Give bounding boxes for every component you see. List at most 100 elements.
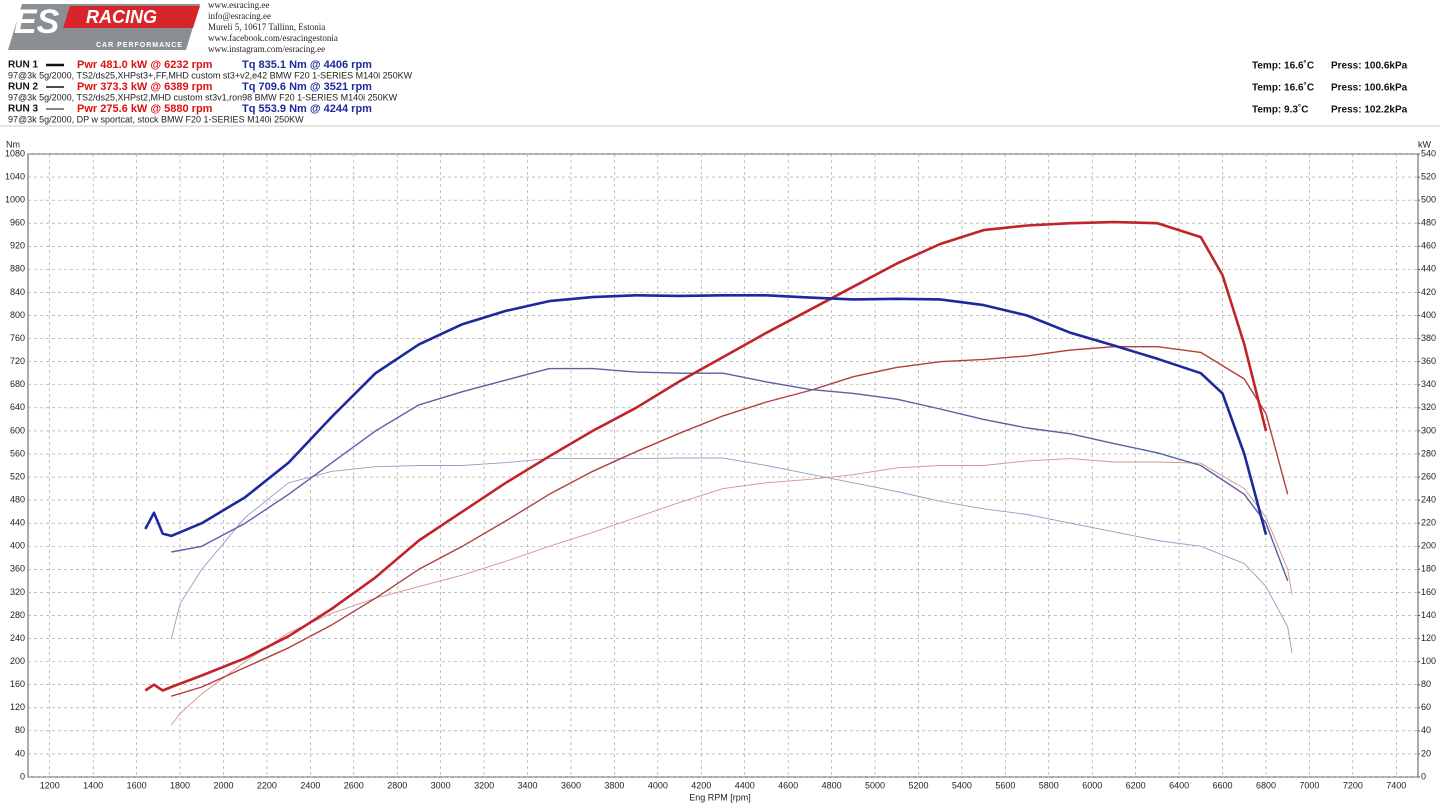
plot-area [27,153,1419,778]
power-line [170,458,1293,726]
press: Press: 102.2kPa [1331,105,1408,116]
y-tick-label: 1040 [5,171,25,181]
y-tick-label: 400 [10,541,25,551]
torque-peak: Tq 835.1 Nm @ 4406 rpm [242,59,372,71]
y2-tick-label: 420 [1421,287,1436,297]
torque-line [170,457,1293,654]
x-tick-label: 5600 [995,780,1015,790]
x-tick-label: 7000 [1299,780,1319,790]
x-tick-label: 1200 [40,780,60,790]
temp: Temp: 9.3˚C [1252,104,1309,116]
x-tick-label: 5000 [865,780,885,790]
torque-peak: Tq 553.9 Nm @ 4244 rpm [242,103,372,115]
y2-tick-label: 500 [1421,195,1436,205]
y-tick-label: 280 [10,610,25,620]
x-tick-label: 2000 [213,780,233,790]
y-tick-label: 880 [10,264,25,274]
y-tick-label: 520 [10,471,25,481]
y2-tick-label: 320 [1421,402,1436,412]
x-tick-label: 6200 [1126,780,1146,790]
y2-tick-label: 160 [1421,587,1436,597]
y2-tick-label: 280 [1421,448,1436,458]
power-line [171,346,1289,697]
y2-tick-label: 340 [1421,379,1436,389]
x-tick-label: 7200 [1343,780,1363,790]
run-description: 97@3k 5g/2000, DP w sportcat, stock BMW … [8,114,304,124]
y-tick-label: 720 [10,356,25,366]
run-description: 97@3k 5g/2000, TS2/ds25,XHPst3+,FF,MHD c… [8,70,413,80]
x-tick-label: 4200 [691,780,711,790]
y-tick-label: 320 [10,587,25,597]
y2-tick-label: 360 [1421,356,1436,366]
y2-tick-label: 120 [1421,633,1436,643]
y-tick-label: 560 [10,448,25,458]
x-tick-label: 5200 [908,780,928,790]
power-peak: Pwr 275.6 kW @ 5880 rpm [77,103,213,115]
x-tick-label: 6000 [1082,780,1102,790]
logo-sub: CAR PERFORMANCE [96,42,183,49]
y2-tick-label: 0 [1421,771,1426,781]
x-tick-label: 6400 [1169,780,1189,790]
y-tick-label: 600 [10,425,25,435]
y2-tick-label: 540 [1421,148,1436,158]
contact-line: Mureli 5, 10617 Tallinn, Estonia [208,22,325,32]
y-tick-label: 800 [10,310,25,320]
y2-tick-label: 40 [1421,725,1431,735]
y2-tick-label: 300 [1421,425,1436,435]
press: Press: 100.6kPa [1331,61,1408,72]
torque-line [171,367,1289,582]
y-tick-label: 160 [10,679,25,689]
y-tick-label: 40 [15,748,25,758]
x-tick-label: 3000 [431,780,451,790]
logo-red [63,6,200,28]
x-tick-label: 6600 [1213,780,1233,790]
y2-tick-label: 100 [1421,656,1436,666]
y-tick-label: 760 [10,333,25,343]
y2-tick-label: 480 [1421,218,1436,228]
y2-tick-label: 260 [1421,471,1436,481]
torque-peak: Tq 709.6 Nm @ 3521 rpm [242,81,372,93]
x-tick-label: 3400 [518,780,538,790]
y2-tick-label: 440 [1421,264,1436,274]
press: Press: 100.6kPa [1331,83,1408,94]
y2-tick-label: 240 [1421,494,1436,504]
x-tick-label: 2600 [344,780,364,790]
y2-tick-label: 60 [1421,702,1431,712]
y-tick-label: 920 [10,241,25,251]
y2-tick-label: 380 [1421,333,1436,343]
x-tick-label: 4600 [778,780,798,790]
y-tick-label: 360 [10,564,25,574]
y2-tick-label: 400 [1421,310,1436,320]
x-tick-label: 1800 [170,780,190,790]
legend-label: RUN 2 [8,82,38,93]
y-tick-label: 1080 [5,148,25,158]
y-tick-label: 200 [10,656,25,666]
x-tick-label: 7400 [1386,780,1406,790]
torque-line [144,294,1268,538]
legend-label: RUN 3 [8,104,38,115]
temp: Temp: 16.6˚C [1252,60,1314,72]
legend-label: RUN 1 [8,60,38,71]
y-tick-label: 120 [10,702,25,712]
y-axis-label: Nm [6,139,20,149]
x-tick-label: 4400 [735,780,755,790]
y-tick-label: 240 [10,633,25,643]
y-tick-label: 680 [10,379,25,389]
y-tick-label: 480 [10,494,25,504]
x-tick-label: 1400 [83,780,103,790]
contact-line: www.esracing.ee [208,0,269,10]
x-tick-label: 2400 [300,780,320,790]
x-tick-label: 6800 [1256,780,1276,790]
y-tick-label: 440 [10,518,25,528]
y2-axis-label: kW [1418,139,1432,149]
y2-tick-label: 460 [1421,241,1436,251]
y2-tick-label: 220 [1421,518,1436,528]
contact-line: info@esracing.ee [208,11,271,21]
run-description: 97@3k 5g/2000, TS2/ds25,XHPst2,MHD custo… [8,92,398,102]
x-tick-label: 2200 [257,780,277,790]
y-tick-label: 960 [10,218,25,228]
y-tick-label: 0 [20,771,25,781]
contact-line: www.instagram.com/esracing.ee [208,44,325,54]
y-tick-label: 640 [10,402,25,412]
